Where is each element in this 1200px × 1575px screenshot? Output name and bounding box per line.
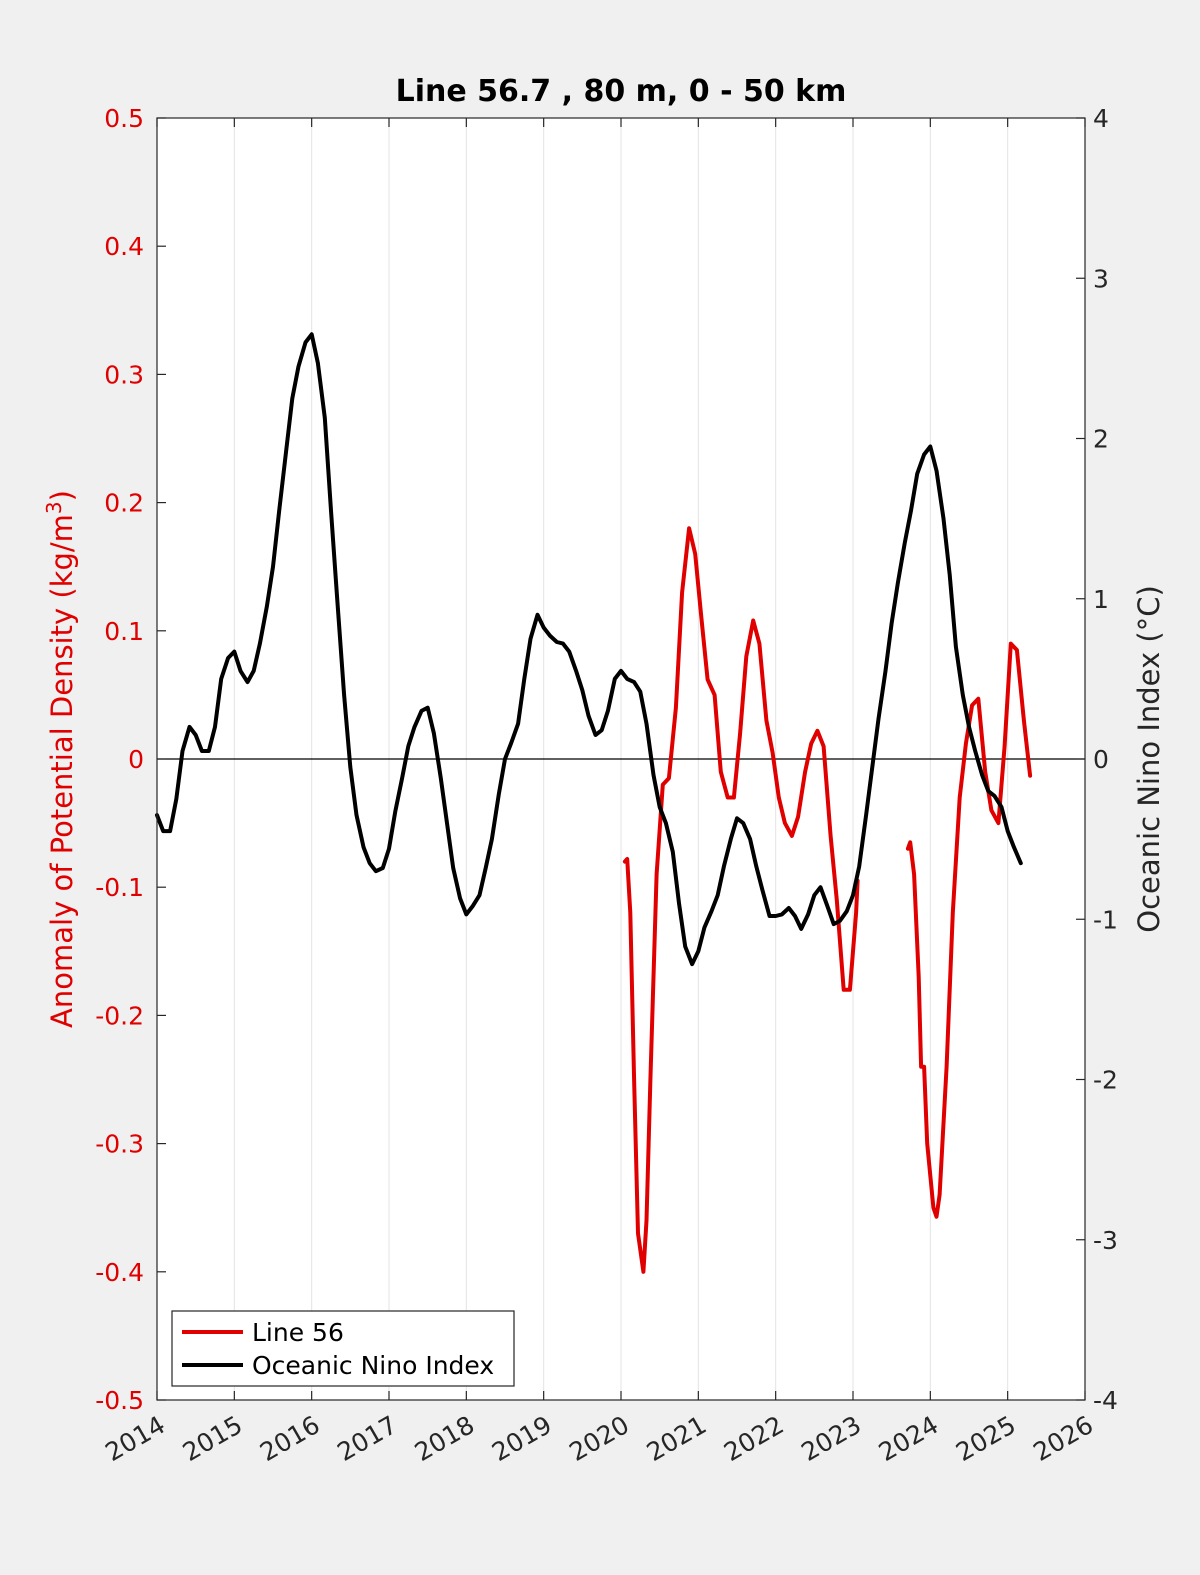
- y-tick-label-right: -4: [1093, 1386, 1118, 1415]
- y-tick-label-right: -1: [1093, 905, 1118, 934]
- x-tick-label: 2018: [410, 1410, 480, 1467]
- x-tick-label: 2020: [564, 1410, 634, 1467]
- x-tick-label: 2026: [1028, 1410, 1098, 1467]
- x-tick-label: 2021: [642, 1410, 712, 1467]
- series-line56-segment-2: [905, 641, 1033, 1219]
- y-tick-label-right: 4: [1093, 104, 1109, 133]
- series-oni-segment-1: [155, 332, 1023, 967]
- x-tick-label: 2016: [255, 1410, 325, 1467]
- series-line56-segment-1: [622, 526, 860, 1274]
- y-tick-label-right: 0: [1093, 745, 1109, 774]
- x-tick-label: 2017: [332, 1410, 402, 1467]
- x-tick-label: 2015: [178, 1410, 248, 1467]
- y-tick-label-left: 0.4: [104, 232, 144, 261]
- y-axis-right-label: Oceanic Nino Index (°C): [1132, 585, 1166, 933]
- y-axis-left-label-superscript: 3: [42, 501, 66, 514]
- x-tick-label: 2023: [796, 1410, 866, 1467]
- y-tick-label-left: -0.3: [95, 1130, 144, 1159]
- y-tick-label-left: 0.3: [104, 360, 144, 389]
- y-tick-label-left: 0: [128, 745, 144, 774]
- x-tick-label: 2025: [951, 1410, 1021, 1467]
- y-tick-label-left: 0.5: [104, 104, 144, 133]
- legend-box: [171, 1310, 515, 1387]
- chart-title: Line 56.7 , 80 m, 0 - 50 km: [396, 74, 847, 109]
- y-tick-label-right: 2: [1093, 425, 1109, 454]
- x-tick-label: 2014: [100, 1410, 170, 1467]
- x-tick-label: 2022: [719, 1410, 789, 1467]
- legend-label-oni: Oceanic Nino Index: [252, 1351, 494, 1380]
- y-tick-label-right: 1: [1093, 585, 1109, 614]
- tick-marks: [156, 117, 1086, 1401]
- y-tick-label-left: -0.5: [95, 1386, 144, 1415]
- legend: Line 56 Oceanic Nino Index: [171, 1310, 515, 1387]
- y-tick-label-right: -2: [1093, 1066, 1118, 1095]
- y-axis-left-label: Anomaly of Potential Density (kg/m3): [42, 490, 79, 1028]
- legend-label-line56: Line 56: [252, 1318, 344, 1347]
- y-tick-label-left: 0.1: [104, 617, 144, 646]
- y-tick-label-left: -0.1: [95, 873, 144, 902]
- series-layer: [155, 332, 1033, 1274]
- x-tick-label: 2019: [487, 1410, 557, 1467]
- y-tick-label-right: -3: [1093, 1226, 1118, 1255]
- y-tick-label-left: 0.2: [104, 489, 144, 518]
- y-tick-label-left: -0.4: [95, 1258, 144, 1287]
- y-tick-label-right: 3: [1093, 264, 1109, 293]
- x-tick-label: 2024: [874, 1410, 944, 1467]
- y-tick-label-left: -0.2: [95, 1001, 144, 1030]
